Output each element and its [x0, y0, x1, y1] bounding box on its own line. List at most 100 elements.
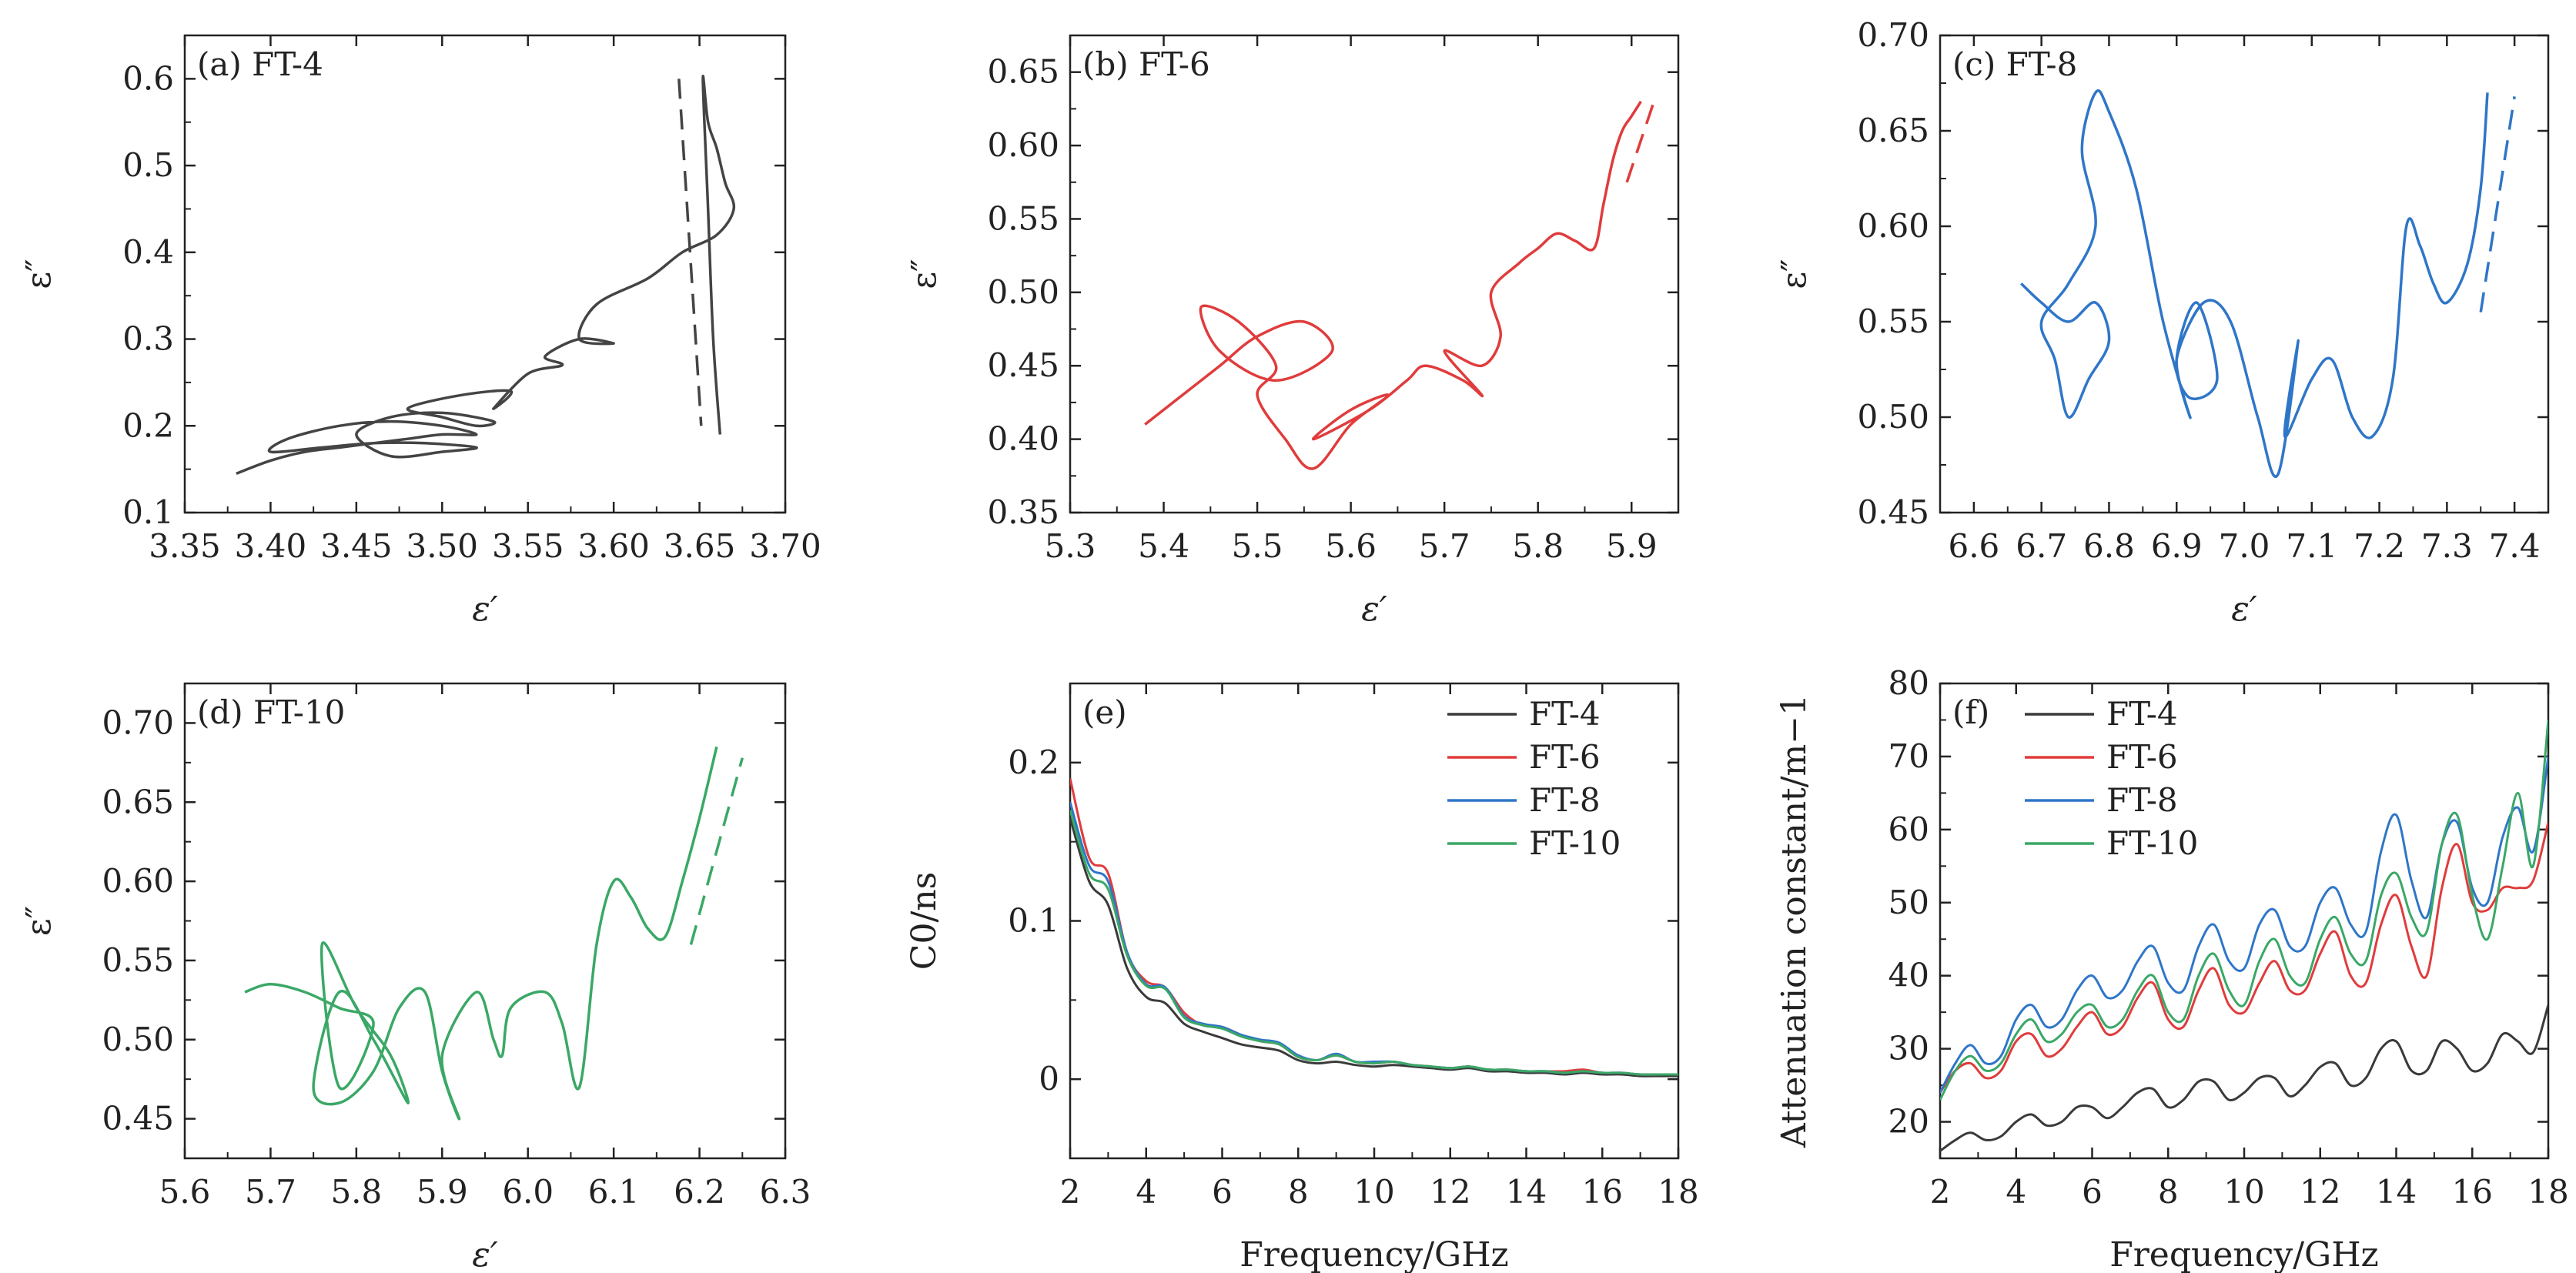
y-tick-label: 0.70 [1857, 16, 1929, 54]
y-axis-label: C0/ns [905, 872, 944, 970]
x-tick-label: 2 [1930, 1173, 1951, 1211]
series-line-ft-4 [1940, 1004, 2548, 1152]
x-tick-label: 14 [2376, 1173, 2417, 1211]
y-tick-label: 0.55 [1857, 302, 1929, 340]
panel-a: 3.35 3.40 3.45 3.50 3.55 3.60 3.65 3.70 0.1 0.2 0.… [19, 34, 821, 629]
y-tick-label: 30 [1889, 1030, 1929, 1068]
x-tick-label: 4 [1136, 1173, 1156, 1211]
series-line-ft-6 [1940, 822, 2548, 1094]
x-tick-label: 6.9 [2151, 527, 2203, 565]
x-axis-label: ε′ [1361, 590, 1387, 629]
x-tick-label: 5.9 [417, 1173, 468, 1211]
plot-area [1070, 778, 1678, 1078]
x-tick-label: 12 [1430, 1173, 1470, 1211]
x-tick-label: 3.50 [406, 527, 479, 565]
y-tick-label: 0.60 [987, 126, 1059, 164]
x-tick-label: 8 [2158, 1173, 2179, 1211]
legend-label-ft-4: FT-4 [1529, 695, 1601, 733]
x-tick-label: 18 [1658, 1173, 1698, 1211]
panel-d: 5.6 5.7 5.8 5.9 6.0 6.1 6.2 6.3 0.45 0.50 0.55 0.60… [19, 682, 811, 1273]
x-axis-label: ε′ [472, 590, 498, 629]
x-axis-label: Frequency/GHz [1239, 1235, 1509, 1273]
x-tick-label: 5.9 [1606, 527, 1658, 565]
series-line-ft-4 [236, 75, 736, 475]
x-axis-label: ε′ [472, 1235, 498, 1273]
fit-dashed-line [677, 79, 703, 426]
x-tick-label: 5.8 [330, 1173, 382, 1211]
x-tick-label: 3.40 [235, 527, 307, 565]
x-tick-label: 18 [2527, 1173, 2568, 1211]
y-tick-label: 0.1 [122, 493, 174, 531]
x-tick-label: 16 [1582, 1173, 1623, 1211]
y-axis-label: ε″ [1775, 259, 1814, 289]
series-line-ft-10 [1070, 810, 1678, 1076]
series-line-ft-8 [2020, 89, 2489, 478]
y-tick-label: 60 [1889, 810, 1929, 848]
y-tick-label: 80 [1889, 664, 1929, 702]
y-tick-label: 0.55 [102, 941, 174, 979]
y-tick-label: 0.5 [122, 146, 174, 184]
fit-dashed-line [1625, 98, 1657, 183]
y-tick-label: 0.2 [122, 406, 174, 444]
x-tick-label: 6.6 [1948, 527, 1999, 565]
x-tick-label: 6.3 [760, 1173, 811, 1211]
plot-area [244, 746, 744, 1121]
x-tick-label: 5.7 [1419, 527, 1470, 565]
y-tick-label: 0.35 [987, 493, 1059, 531]
panel-label: (d) FT-10 [197, 693, 345, 731]
x-tick-label: 7.1 [2286, 527, 2337, 565]
y-tick-label: 0.45 [987, 346, 1059, 384]
y-tick-label: 0.70 [102, 703, 174, 741]
x-tick-label: 3.70 [749, 527, 821, 565]
panel-label: (e) [1082, 693, 1127, 731]
y-tick-label: 0.55 [987, 199, 1059, 237]
x-tick-label: 12 [2300, 1173, 2340, 1211]
y-tick-label: 0.50 [1857, 398, 1929, 436]
plot-area [1144, 98, 1657, 470]
x-tick-label: 6.0 [502, 1173, 554, 1211]
y-tick-label: 0.40 [987, 420, 1059, 458]
x-tick-label: 3.45 [320, 527, 393, 565]
plot-frame [183, 34, 787, 514]
y-tick-label: 0.3 [122, 320, 174, 358]
x-tick-label: 7.3 [2421, 527, 2473, 565]
x-tick-label: 7.0 [2219, 527, 2270, 565]
x-axis-label: Frequency/GHz [2109, 1235, 2379, 1273]
legend-label-ft-6: FT-6 [1529, 738, 1601, 776]
y-tick-label: 0.50 [102, 1021, 174, 1058]
x-tick-label: 3.55 [492, 527, 564, 565]
series-line-ft-10 [244, 746, 718, 1121]
panel-c: 6.6 6.7 6.8 6.9 7.0 7.1 7.2 7.3 7.4 0.45 0.50 0.55 0… [1775, 16, 2550, 629]
x-tick-label: 7.2 [2354, 527, 2405, 565]
y-tick-label: 0.60 [1857, 207, 1929, 245]
x-tick-label: 7.4 [2489, 527, 2541, 565]
y-tick-label: 0.1 [1008, 902, 1059, 940]
plot-frame [1069, 34, 1680, 514]
x-tick-label: 6.1 [588, 1173, 640, 1211]
y-tick-label: 0.65 [1857, 112, 1929, 149]
x-tick-label: 6.8 [2083, 527, 2135, 565]
x-tick-label: 3.65 [664, 527, 736, 565]
panel-b: 5.3 5.4 5.5 5.6 5.7 5.8 5.9 0.35 0.40 0.45 0.50 0.5… [905, 34, 1680, 629]
x-tick-label: 6.7 [2016, 527, 2067, 565]
y-axis-label: Attenuation constant/m−1 [1775, 694, 1814, 1148]
panel-label: (c) FT-8 [1952, 45, 2077, 83]
x-tick-label: 14 [1506, 1173, 1547, 1211]
panel-f: 2 4 6 8 10 12 14 16 18 20 30 40 50 60 70 80 Frequency/GH… [1775, 664, 2569, 1273]
x-axis-label: ε′ [2231, 590, 2257, 629]
y-tick-label: 40 [1889, 957, 1929, 994]
y-axis-label: ε″ [905, 259, 944, 289]
fit-dashed-line [2479, 96, 2516, 312]
x-tick-label: 3.60 [577, 527, 650, 565]
plot-frame [1939, 34, 2550, 514]
x-tick-label: 5.7 [245, 1173, 296, 1211]
plot-frame [183, 682, 787, 1160]
series-line-ft-10 [1940, 720, 2548, 1101]
y-tick-label: 0 [1039, 1060, 1059, 1098]
y-tick-label: 0.65 [987, 53, 1059, 91]
x-tick-label: 4 [2006, 1173, 2026, 1211]
y-tick-label: 20 [1889, 1103, 1929, 1141]
x-tick-label: 6 [1212, 1173, 1233, 1211]
x-tick-label: 5.4 [1138, 527, 1189, 565]
